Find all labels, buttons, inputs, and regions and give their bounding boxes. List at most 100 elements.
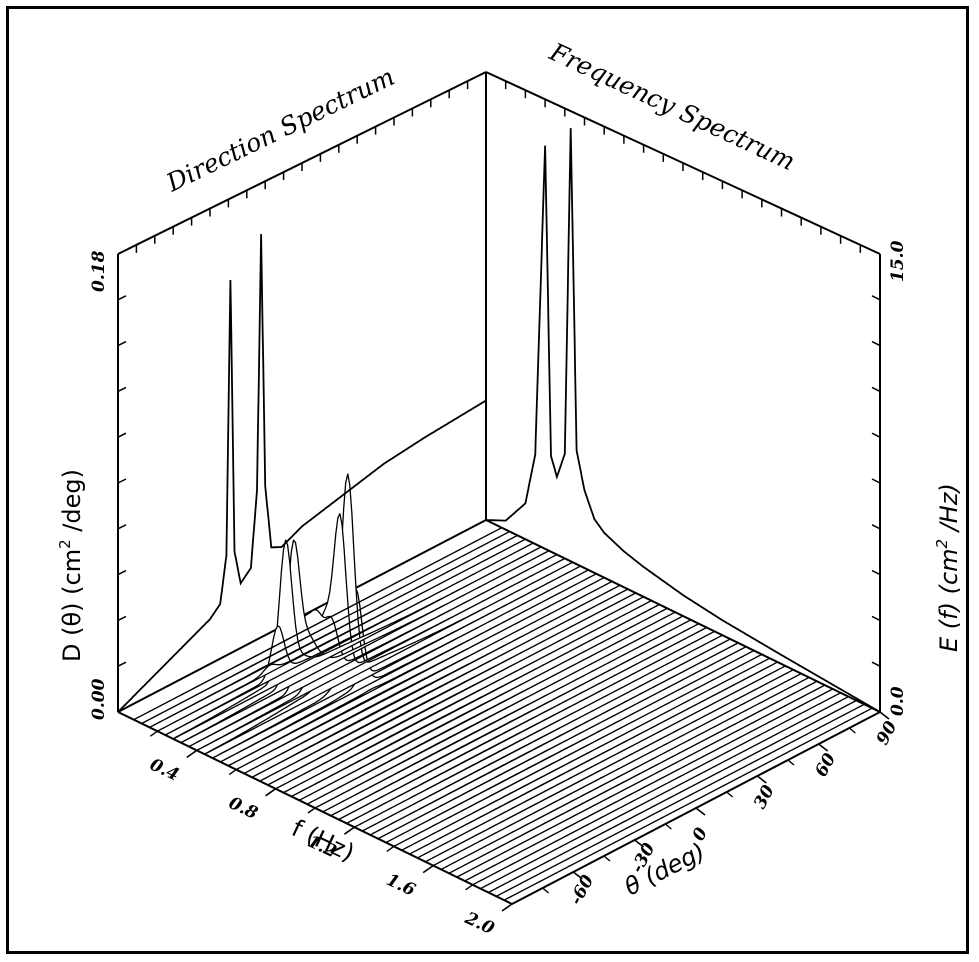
surface-mesh-line <box>164 542 534 736</box>
surface-mesh-line <box>219 569 590 763</box>
surface-mesh-line <box>204 473 574 755</box>
surface-mesh-line <box>133 527 503 721</box>
surface-mesh-line <box>243 580 613 775</box>
theta-axis-minor-tick <box>848 727 856 734</box>
d-axis-title: D (θ) (cm2 /deg) <box>56 469 86 662</box>
f-axis-tick <box>343 826 355 835</box>
f-axis-tick-label: 2.0 <box>461 908 497 939</box>
surface-mesh-line <box>377 646 747 840</box>
surface-mesh-line <box>416 665 787 859</box>
surface-mesh-line <box>432 672 802 867</box>
theta-axis-tick <box>879 711 890 720</box>
surface-mesh-line <box>274 596 645 790</box>
d-axis-tick <box>117 432 127 438</box>
e-axis-max-label: 15.0 <box>888 240 908 282</box>
e-axis-tick <box>871 295 881 301</box>
d-axis-tick <box>117 661 127 667</box>
d-axis-tick <box>117 295 127 301</box>
surface-mesh-line <box>330 623 700 817</box>
theta-axis-minor-tick <box>787 759 795 766</box>
theta-axis-minor-tick <box>542 887 550 894</box>
e-axis-title: E (f) (cm2 /Hz) <box>933 483 963 652</box>
f-axis-minor-tick <box>386 845 395 852</box>
surface-mesh-line <box>235 576 605 771</box>
d-axis-tick <box>117 524 127 530</box>
surface-mesh-line <box>385 649 755 844</box>
surface-mesh-line <box>440 676 810 871</box>
wall-ticks <box>117 81 881 667</box>
surface-mesh-line <box>345 630 716 825</box>
theta-axis-minor-tick <box>603 855 611 862</box>
frequency-spectrum-title: Frequency Spectrum <box>545 37 800 177</box>
e-axis-tick <box>871 386 881 393</box>
d-axis-tick <box>117 478 127 484</box>
f-axis-tick <box>265 788 277 797</box>
surface-mesh-line <box>322 619 692 813</box>
surface-mesh-line <box>298 607 668 801</box>
d-axis-tick <box>117 340 127 347</box>
surface-mesh-line <box>401 657 771 851</box>
surface-mesh-line <box>314 615 684 809</box>
surface-mesh-line <box>448 680 818 874</box>
surface-mesh-line <box>267 592 637 786</box>
f-axis-tick <box>501 903 513 912</box>
theta-axis-tick-label: 60 <box>811 750 840 780</box>
surface-mesh-line <box>211 565 582 759</box>
surface-mesh-line <box>251 584 621 778</box>
surface-mesh-line <box>306 611 676 805</box>
surface-mesh-line <box>353 634 724 828</box>
d-axis-min-label: 0.00 <box>89 678 109 720</box>
f-axis-tick <box>422 864 434 874</box>
axis-frame <box>117 71 881 905</box>
f-axis-tick-label: 0.4 <box>147 755 182 786</box>
surface-mesh-line <box>172 539 542 740</box>
d-axis-tick <box>117 569 127 576</box>
frequency-spectrum-projection <box>486 128 881 713</box>
theta-axis-tick <box>695 807 706 816</box>
e-axis-tick <box>871 661 881 667</box>
surface-mesh-line <box>464 688 834 882</box>
e-axis-tick <box>871 478 881 484</box>
surface-mesh-line <box>479 695 850 890</box>
e-axis-tick <box>871 340 881 347</box>
e-axis-min-label: 0.0 <box>888 686 908 716</box>
theta-axis-tick-label: 90 <box>873 718 902 748</box>
surface-mesh-line <box>408 661 779 855</box>
f-axis-tick <box>186 749 198 759</box>
surface-mesh-line <box>140 530 511 725</box>
f-axis-tick-label: 1.6 <box>383 870 418 901</box>
surface-mesh-line <box>456 684 826 878</box>
theta-axis-tick-label: 30 <box>750 782 779 812</box>
surface-mesh-line <box>337 626 708 821</box>
e-axis-tick <box>871 569 881 576</box>
d-axis-tick <box>117 386 127 393</box>
surface-mesh-line <box>495 703 865 897</box>
theta-axis-tick-label: -60 <box>566 872 598 909</box>
d-axis-tick <box>117 615 127 622</box>
figure-frame <box>6 6 969 954</box>
theta-axis-tick <box>756 775 767 784</box>
f-axis-minor-tick <box>149 730 158 737</box>
theta-axis-title: θ (deg) <box>620 837 710 901</box>
theta-axis-tick <box>572 871 583 880</box>
theta-axis-tick <box>818 743 829 752</box>
f-axis-minor-tick <box>228 769 237 776</box>
spectrum-surface <box>133 473 881 905</box>
direction-spectrum-title: Direction Spectrum <box>161 62 399 198</box>
surface-mesh-line <box>290 603 661 798</box>
f-axis-tick-label: 0.8 <box>225 793 260 824</box>
surface-mesh-line <box>227 573 597 767</box>
surface-mesh-line <box>369 642 739 836</box>
theta-axis-tick <box>634 839 645 848</box>
d-axis-max-label: 0.18 <box>89 250 109 292</box>
theta-axis-minor-tick <box>664 823 672 830</box>
surface-mesh-line <box>424 669 794 863</box>
frequency-spectrum-curve <box>486 128 881 713</box>
surface-mesh-line <box>393 653 763 848</box>
f-axis-minor-tick <box>465 884 474 891</box>
surface-mesh-line <box>471 692 842 886</box>
e-axis-tick <box>871 615 881 622</box>
surface-mesh-line <box>156 538 527 732</box>
surface-mesh-line <box>180 539 550 744</box>
